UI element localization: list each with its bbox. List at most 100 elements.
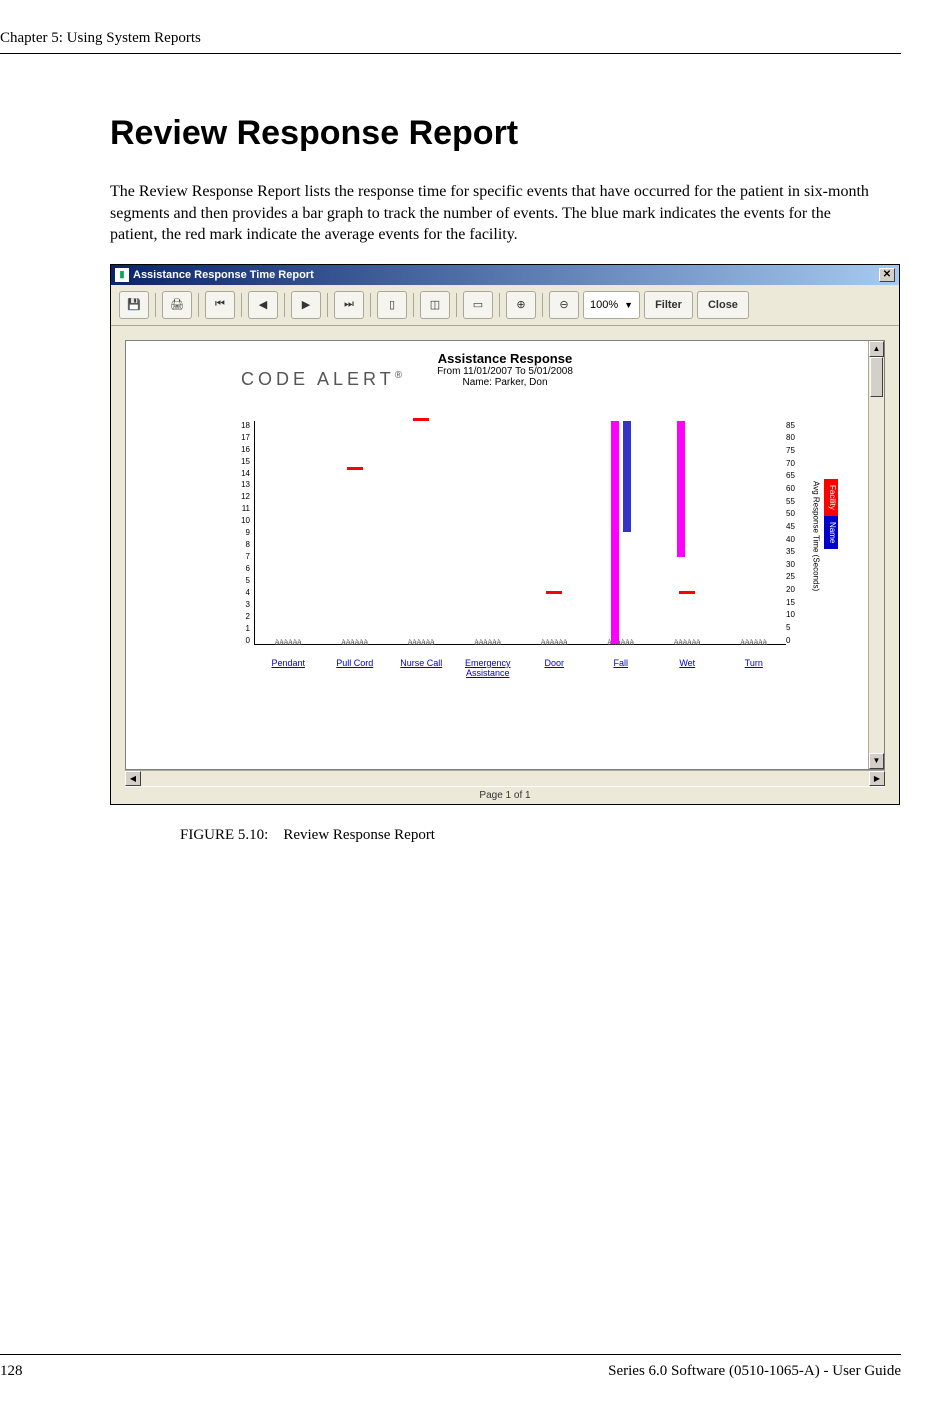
zoom-select[interactable]: 100% ▼ (583, 291, 640, 319)
report-viewer: ▲ ▼ CODE ALERT® Assistance Response From… (111, 326, 899, 804)
category-label[interactable]: Turn (723, 644, 786, 668)
y2-tick: 70 (786, 459, 808, 468)
legend-facility: Facility (824, 479, 838, 516)
category-column: ààààààTurn (723, 421, 786, 644)
category-subticks: àààààà (590, 636, 653, 644)
single-page-button[interactable]: ▯ (377, 291, 407, 319)
facility-avg-marker (413, 418, 429, 421)
y2-tick: 35 (786, 547, 808, 556)
category-subticks: àààààà (523, 636, 586, 644)
horizontal-scrollbar[interactable]: ◀ ▶ (125, 770, 885, 786)
category-subticks: àààààà (390, 636, 453, 644)
y-tick: 14 (226, 469, 250, 478)
close-button[interactable]: Close (697, 291, 749, 319)
category-subticks: àààààà (656, 636, 719, 644)
page-footer: 128 Series 6.0 Software (0510-1065-A) - … (0, 1354, 901, 1380)
zoom-out-button[interactable]: ⊖ (549, 291, 579, 319)
footer-rule (0, 1354, 901, 1355)
scroll-left-icon[interactable]: ◀ (125, 771, 141, 786)
legend-name: Name (824, 516, 838, 549)
y-tick: 9 (226, 528, 250, 537)
first-page-button[interactable]: ⏮ (205, 291, 235, 319)
legend: Facility Name (824, 479, 838, 549)
vertical-scrollbar[interactable]: ▲ ▼ (868, 341, 884, 769)
scroll-thumb[interactable] (870, 357, 883, 397)
plot-area: ààààààPendantààààààPull CordààààààNurse … (254, 421, 786, 645)
y-axis-right-title: Avg Response Time (Seconds) (810, 436, 822, 636)
y-tick: 3 (226, 600, 250, 609)
y-tick: 2 (226, 612, 250, 621)
y2-tick: 5 (786, 623, 808, 632)
y-tick: 6 (226, 564, 250, 573)
bar-facility (677, 421, 685, 557)
app-icon: ▮ (115, 268, 129, 282)
body-paragraph: The Review Response Report lists the res… (110, 181, 881, 246)
print-button[interactable]: 🖨 (162, 291, 192, 319)
y-tick: 10 (226, 516, 250, 525)
y-tick: 16 (226, 445, 250, 454)
category-label[interactable]: Pull Cord (324, 644, 387, 668)
save-button[interactable]: 💾 (119, 291, 149, 319)
bar-facility (611, 421, 619, 644)
whole-page-button[interactable]: ▭ (463, 291, 493, 319)
y-tick: 4 (226, 588, 250, 597)
header-rule (0, 53, 901, 54)
brand-logo: CODE ALERT® (241, 369, 402, 390)
category-column: ààààààPendant (257, 421, 320, 644)
y-tick: 12 (226, 492, 250, 501)
y-tick: 8 (226, 540, 250, 549)
report-page: ▲ ▼ CODE ALERT® Assistance Response From… (125, 340, 885, 770)
category-label[interactable]: Door (523, 644, 586, 668)
prev-page-button[interactable]: ◀ (248, 291, 278, 319)
last-page-button[interactable]: ⏭ (334, 291, 364, 319)
facility-avg-marker (347, 467, 363, 470)
chevron-down-icon: ▼ (624, 300, 633, 310)
report-name: Name: Parker, Don (126, 377, 884, 388)
category-label[interactable]: Fall (590, 644, 653, 668)
bar-name (623, 421, 631, 533)
y-tick: 18 (226, 421, 250, 430)
y2-tick: 80 (786, 433, 808, 442)
chapter-header: Chapter 5: Using System Reports (0, 30, 901, 47)
category-column: ààààààDoor (523, 421, 586, 644)
zoom-in-button[interactable]: ⊕ (506, 291, 536, 319)
category-subticks: àààààà (457, 636, 520, 644)
y2-tick: 75 (786, 446, 808, 455)
y2-tick: 25 (786, 572, 808, 581)
y2-tick: 60 (786, 484, 808, 493)
y2-tick: 45 (786, 522, 808, 531)
report-title: Assistance Response (126, 351, 884, 366)
scroll-down-icon[interactable]: ▼ (869, 753, 884, 769)
y-tick: 13 (226, 480, 250, 489)
category-label[interactable]: Wet (656, 644, 719, 668)
category-column: ààààààFall (590, 421, 653, 644)
y-tick: 1 (226, 624, 250, 633)
y2-tick: 20 (786, 585, 808, 594)
y-tick: 5 (226, 576, 250, 585)
category-column: ààààààEmergency Assistance (457, 421, 520, 644)
window-title: Assistance Response Time Report (133, 269, 314, 281)
category-column: ààààààNurse Call (390, 421, 453, 644)
y2-tick: 65 (786, 471, 808, 480)
category-label[interactable]: Pendant (257, 644, 320, 668)
category-column: ààààààPull Cord (324, 421, 387, 644)
y2-tick: 85 (786, 421, 808, 430)
status-bar: Page 1 of 1 (125, 786, 885, 804)
next-page-button[interactable]: ▶ (291, 291, 321, 319)
scroll-up-icon[interactable]: ▲ (869, 341, 884, 357)
category-label[interactable]: Nurse Call (390, 644, 453, 668)
category-column: ààààààWet (656, 421, 719, 644)
y2-tick: 10 (786, 610, 808, 619)
category-label[interactable]: Emergency Assistance (457, 644, 520, 678)
chart: 1817161514131211109876543210 ààààààPenda… (226, 421, 786, 681)
y2-tick: 15 (786, 598, 808, 607)
width-page-button[interactable]: ◫ (420, 291, 450, 319)
scroll-right-icon[interactable]: ▶ (869, 771, 885, 786)
y-axis-right: 8580757065605550454035302520151050 (786, 421, 808, 645)
y2-tick: 30 (786, 560, 808, 569)
facility-avg-marker (546, 591, 562, 594)
filter-button[interactable]: Filter (644, 291, 693, 319)
y2-tick: 0 (786, 636, 808, 645)
window-close-button[interactable]: ✕ (879, 268, 895, 282)
footer-doc-title: Series 6.0 Software (0510-1065-A) - User… (608, 1363, 901, 1380)
